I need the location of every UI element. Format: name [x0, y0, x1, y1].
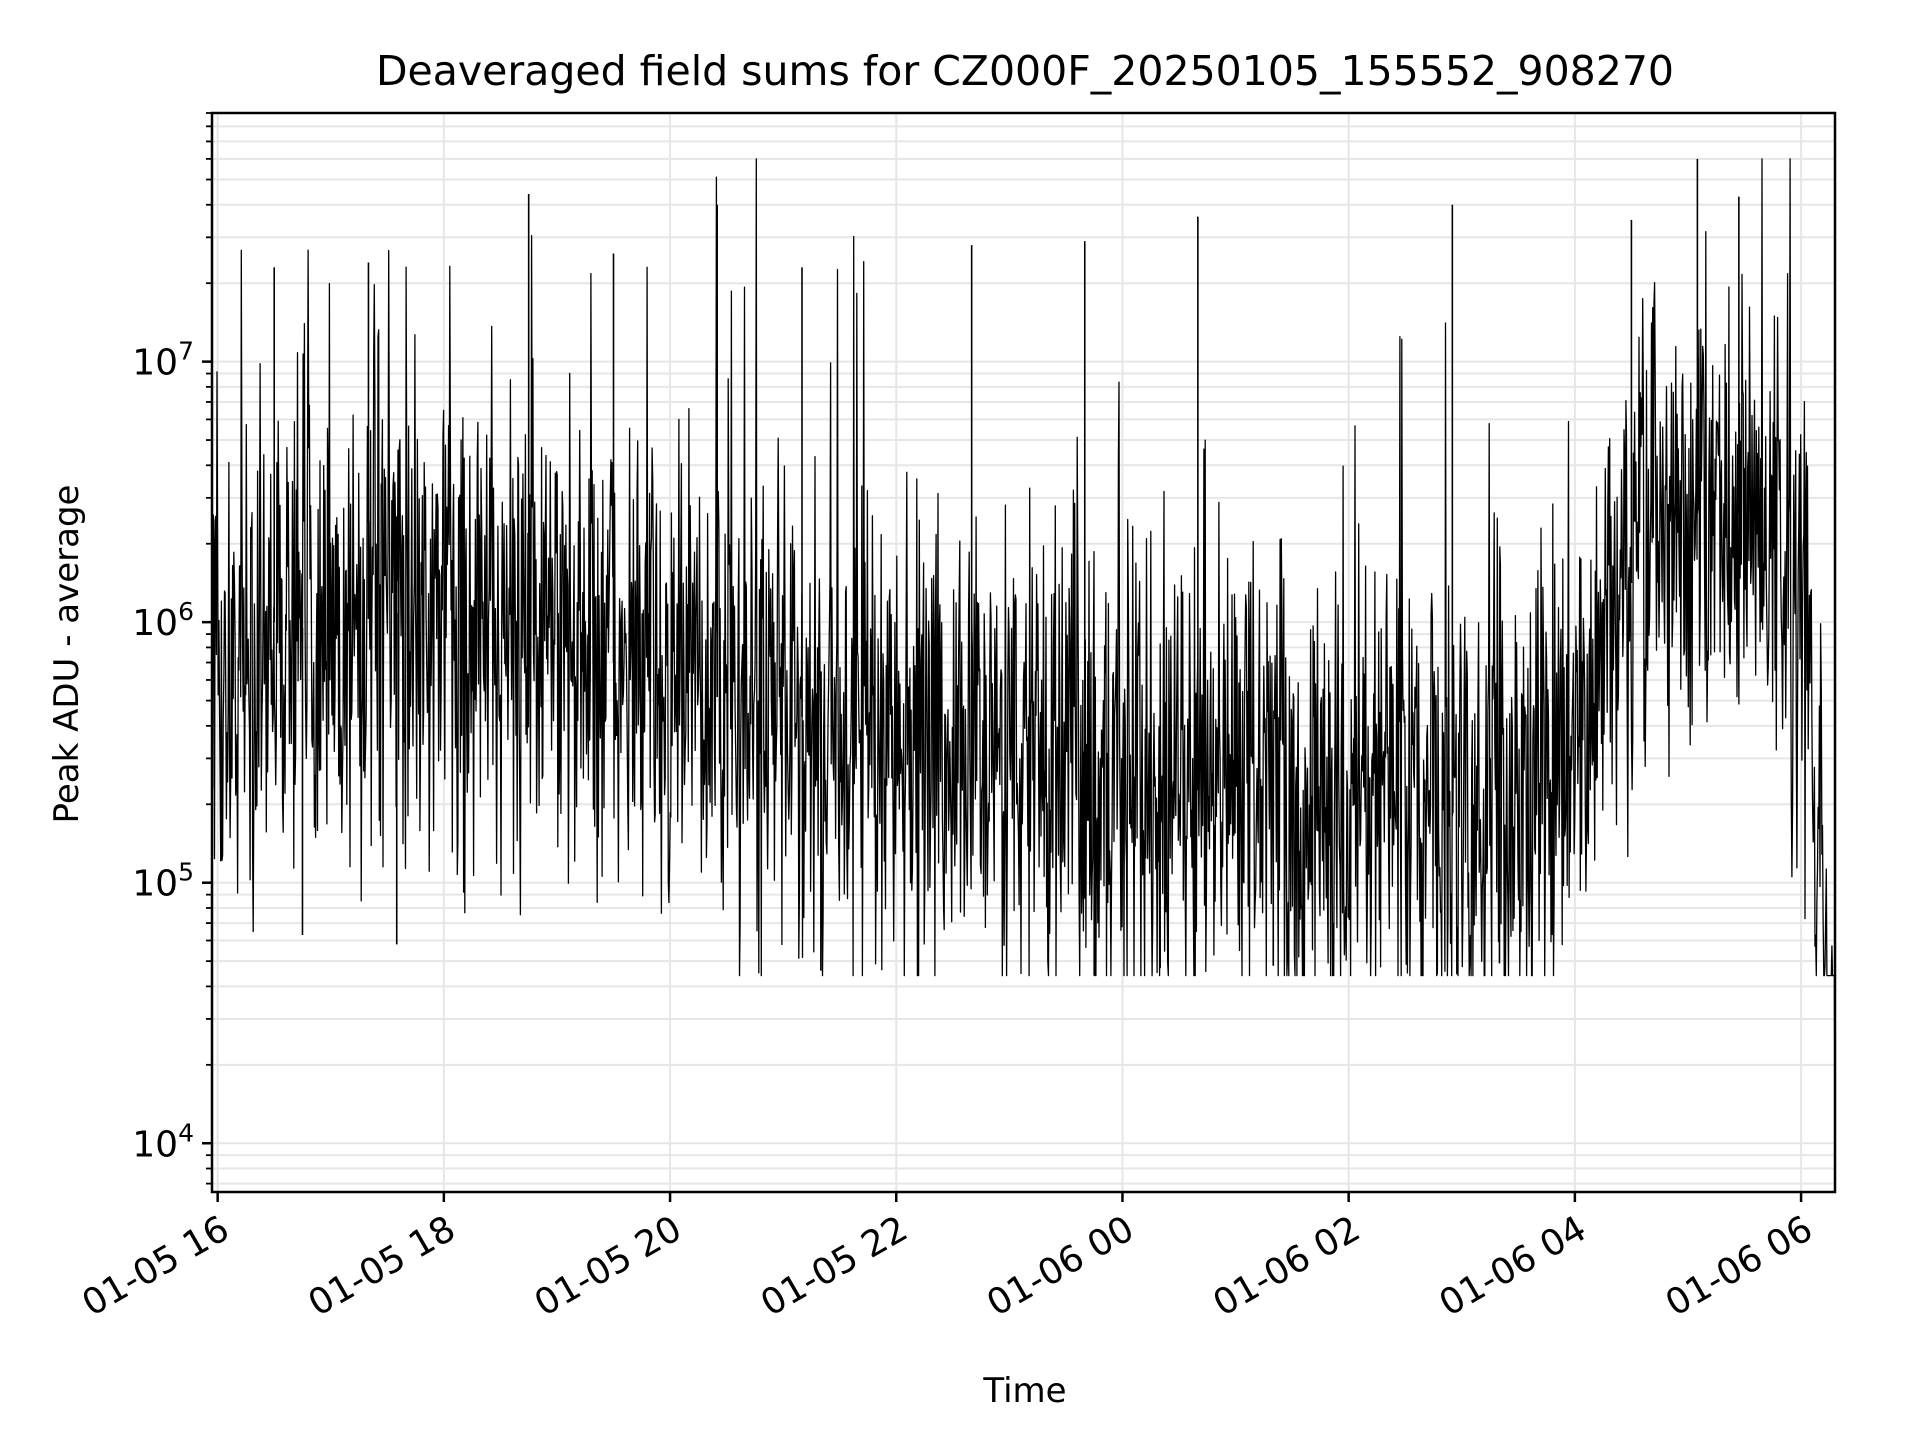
chart-title: Deaveraged field sums for CZ000F_2025010… — [376, 47, 1674, 95]
y-tick-label: 106 — [132, 597, 194, 644]
y-tick-exponent: 6 — [178, 597, 194, 626]
y-tick-exponent: 7 — [178, 337, 194, 366]
grid — [212, 112, 1835, 1192]
series-layer — [211, 158, 1836, 1144]
y-tick-base: 10 — [132, 343, 178, 384]
series-line — [211, 158, 1836, 1144]
y-tick-label: 105 — [132, 858, 194, 905]
y-axis-label: Peak ADU - average — [47, 485, 87, 824]
y-tick-base: 10 — [132, 1124, 178, 1165]
x-axis-label: Time — [982, 1371, 1066, 1411]
y-tick-exponent: 5 — [178, 858, 194, 887]
y-tick-label: 107 — [132, 337, 194, 384]
y-tick-base: 10 — [132, 603, 178, 644]
plot-frame — [210, 111, 1837, 1194]
y-tick-exponent: 4 — [178, 1118, 194, 1147]
y-tick-label: 104 — [132, 1118, 194, 1165]
y-tick-base: 10 — [132, 864, 178, 905]
